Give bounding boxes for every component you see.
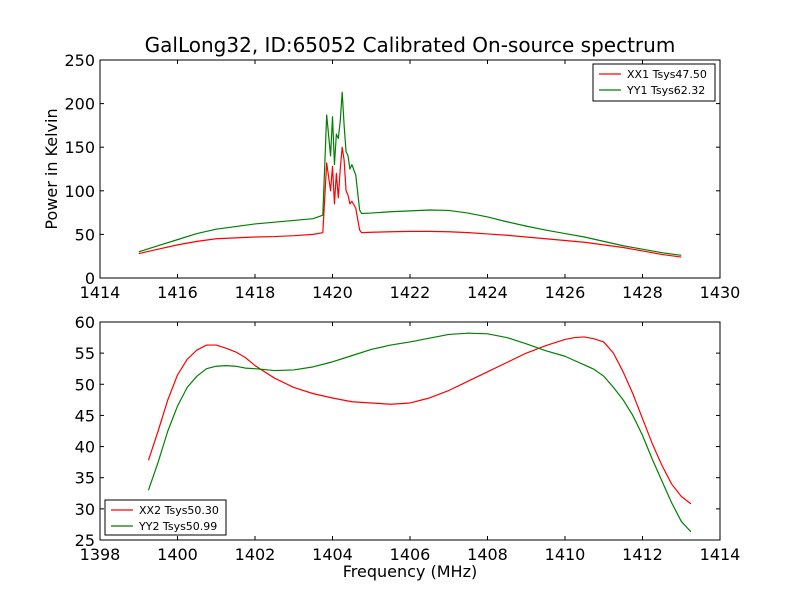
top-xtick-label: 1430 <box>700 283 741 302</box>
bottom-ytick-label: 35 <box>75 469 95 488</box>
top-plot: 1414 1416 1418 1420 1422 1424 1426 1428 1430 0 50 1… <box>64 51 740 302</box>
top-xtick-label: 1424 <box>467 283 508 302</box>
bottom-ytick-label: 55 <box>75 344 95 363</box>
bottom-series-line-0 <box>147 336 692 505</box>
bottom-ytick-label: 25 <box>75 531 95 550</box>
bottom-xlabel: Frequency (MHz) <box>343 562 477 581</box>
bottom-ytick-label: 40 <box>75 438 95 457</box>
top-ytick-label: 200 <box>64 95 95 114</box>
top-xtick-label: 1416 <box>157 283 198 302</box>
bottom-xtick-label: 1412 <box>622 545 663 564</box>
chart-title: GalLong32, ID:65052 Calibrated On-source… <box>145 33 676 57</box>
top-xtick-label: 1426 <box>545 283 586 302</box>
top-legend-label-1: YY1 Tsys62.32 <box>626 84 705 97</box>
top-ytick-label: 50 <box>75 225 95 244</box>
bottom-xtick-label: 1408 <box>467 545 508 564</box>
bottom-legend-frame <box>104 499 227 536</box>
top-series-line-1 <box>138 91 682 256</box>
bottom-legend-label-0: XX2 Tsys50.30 <box>139 504 219 517</box>
bottom-ytick-label: 50 <box>75 375 95 394</box>
bottom-xtick-label: 1414 <box>700 545 741 564</box>
top-xtick-label: 1418 <box>235 283 276 302</box>
bottom-xtick-label: 1400 <box>157 545 198 564</box>
bottom-legend: XX2 Tsys50.30 YY2 Tsys50.99 <box>104 499 227 536</box>
top-legend-label-0: XX1 Tsys47.50 <box>627 68 707 81</box>
top-legend-frame <box>592 63 716 102</box>
bottom-legend-label-1: YY2 Tsys50.99 <box>138 520 217 533</box>
top-ytick-label: 150 <box>64 138 95 157</box>
bottom-xtick-label: 1406 <box>390 545 431 564</box>
top-ylabel: Power in Kelvin <box>42 108 61 229</box>
top-xtick-label: 1428 <box>622 283 663 302</box>
top-legend: XX1 Tsys47.50 YY1 Tsys62.32 <box>592 63 716 102</box>
bottom-ytick-label: 30 <box>75 500 95 519</box>
bottom-series-line-1 <box>147 332 692 533</box>
bottom-plot: 1398 1400 1402 1404 1406 1408 1410 1412 1414 25 30… <box>75 313 741 564</box>
top-xtick-label: 1420 <box>312 283 353 302</box>
top-ytick-label: 0 <box>85 269 95 288</box>
bottom-xtick-label: 1402 <box>235 545 276 564</box>
bottom-ytick-label: 60 <box>75 313 95 332</box>
top-xtick-label: 1414 <box>80 283 121 302</box>
top-xtick-label: 1422 <box>390 283 431 302</box>
bottom-xtick-label: 1410 <box>545 545 586 564</box>
bottom-xtick-label: 1404 <box>312 545 353 564</box>
top-ytick-label: 100 <box>64 182 95 201</box>
bottom-xtick-label: 1398 <box>80 545 121 564</box>
top-ytick-label: 250 <box>64 51 95 70</box>
top-series-line-0 <box>138 146 682 258</box>
bottom-ytick-label: 45 <box>75 406 95 425</box>
